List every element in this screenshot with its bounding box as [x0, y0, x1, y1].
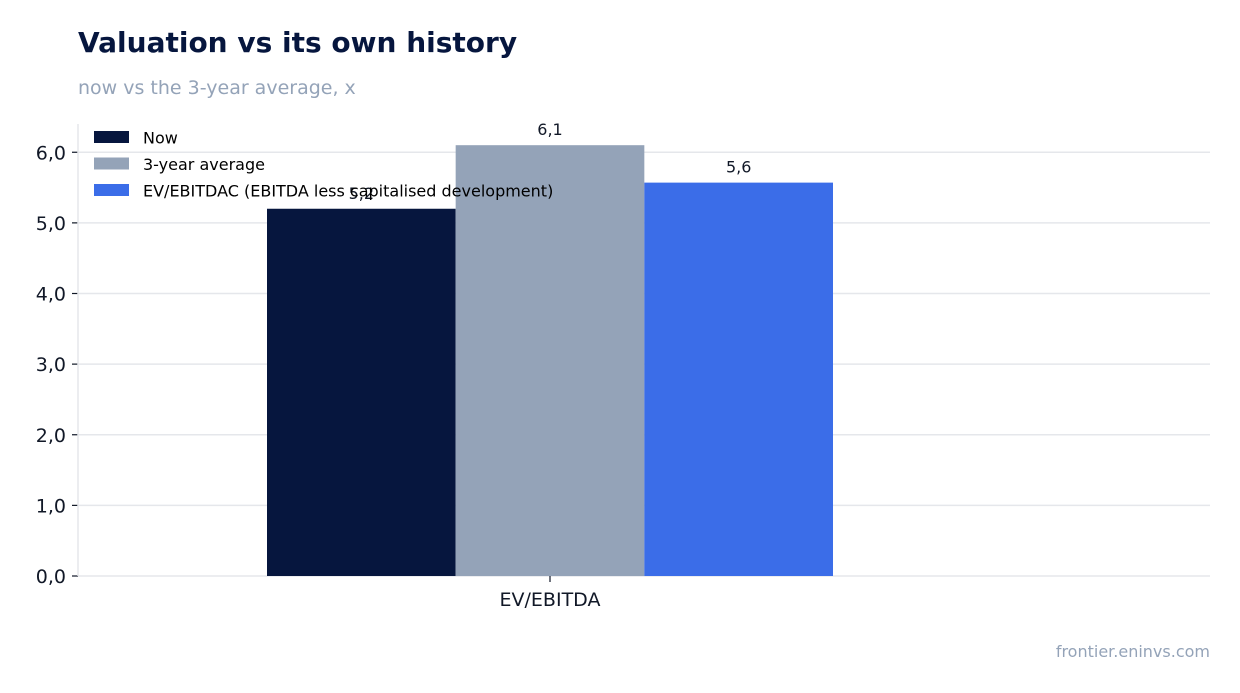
legend-swatch-1	[94, 131, 129, 143]
y-tick-label: 2,0	[36, 425, 66, 447]
legend-swatch-3	[94, 184, 129, 196]
bars	[267, 145, 833, 576]
chart-subtitle: now vs the 3-year average, x	[78, 77, 356, 99]
y-tick-label: 0,0	[36, 566, 66, 588]
legend-label-1: Now	[143, 129, 178, 148]
data-label-2: 6,1	[537, 120, 562, 139]
legend-label-2: 3-year average	[143, 155, 265, 174]
bar-2	[455, 145, 645, 576]
chart-title: Valuation vs its own history	[78, 26, 518, 59]
legend-label-3: EV/EBITDAC (EBITDA less capitalised deve…	[143, 182, 553, 201]
y-tick-label: 1,0	[36, 495, 66, 517]
y-tick-label: 4,0	[36, 284, 66, 306]
bar-1	[267, 208, 456, 576]
bar-3	[644, 182, 833, 576]
axes: 0,0 1,0 2,0 3,0 4,0 5,0 6,0 EV/EBITDA	[36, 124, 601, 611]
source-credit: frontier.eninvs.com	[1055, 642, 1210, 661]
data-label-1: 5,2	[349, 184, 374, 203]
y-tick-label: 6,0	[36, 142, 66, 164]
y-tick-label: 3,0	[36, 354, 66, 376]
data-label-3: 5,6	[726, 158, 751, 177]
data-labels: 5,2 6,1 5,6	[349, 120, 752, 203]
x-category-label: EV/EBITDA	[500, 589, 601, 611]
y-tick-label: 5,0	[36, 213, 66, 235]
legend: Now 3-year average EV/EBITDAC (EBITDA less…	[94, 129, 553, 201]
legend-swatch-2	[94, 157, 129, 170]
